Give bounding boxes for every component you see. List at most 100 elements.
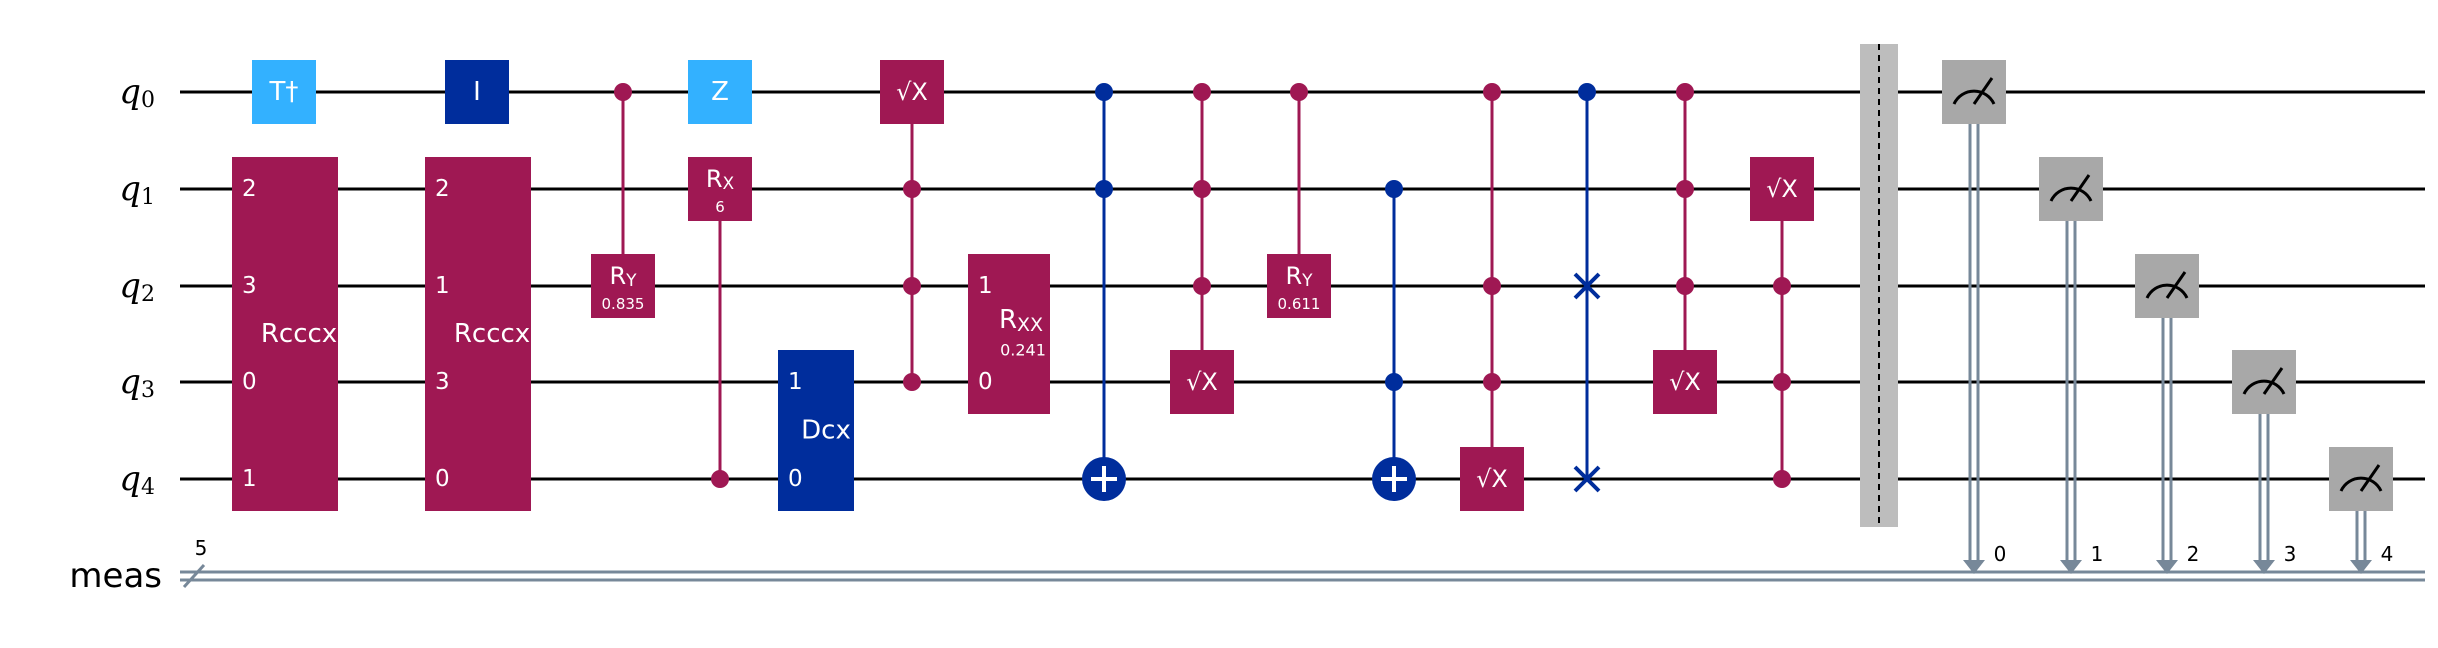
qubit-label-q3: q3	[119, 362, 155, 403]
cbit-index-label: 2	[2187, 542, 2200, 566]
cry-gate-1[interactable]: RY 0.835	[591, 83, 655, 318]
rcccx-gate-2[interactable]: 2 1 3 0 Rcccx	[425, 157, 531, 511]
swap-cross	[1573, 465, 1601, 493]
gate-pin-label: 2	[435, 176, 450, 202]
measure-arrow	[1963, 560, 1985, 574]
gate-pin-label: 1	[435, 273, 450, 299]
gate-label-text: Rcccx	[261, 319, 337, 349]
gate-box	[1653, 350, 1717, 414]
control-dot	[614, 83, 632, 101]
meter-needle-icon	[1972, 77, 1994, 105]
ccx-gate-2[interactable]	[1372, 180, 1416, 501]
control-dot	[1676, 277, 1694, 295]
register-size-label: 5	[195, 536, 208, 560]
control-dot	[1095, 83, 1113, 101]
z-gate[interactable]: Z	[688, 60, 752, 124]
gate-pin-label: 3	[242, 273, 257, 299]
gate-label-text: √X	[1766, 175, 1798, 203]
control-dot	[1483, 83, 1501, 101]
measure-q4[interactable]: 4	[2329, 447, 2393, 574]
mcsx-gate-2[interactable]: √X	[1170, 83, 1234, 414]
mcsx-gate-4[interactable]: √X	[1653, 83, 1717, 414]
gate-pin-label: 0	[978, 369, 993, 395]
gate-box	[1750, 157, 1814, 221]
cbit-index-label: 3	[2284, 542, 2297, 566]
measure-q3[interactable]: 3	[2232, 350, 2296, 574]
rcccx-gate-1[interactable]: 2 3 0 1 Rcccx	[232, 157, 338, 511]
control-dot	[1676, 83, 1694, 101]
control-dot	[1095, 180, 1113, 198]
gate-pin-label: 1	[978, 273, 993, 299]
gate-box	[688, 60, 752, 124]
gate-pin-label: 0	[788, 466, 803, 492]
gate-param-text: 6	[715, 198, 725, 216]
gate-pin-label: 1	[242, 466, 257, 492]
gate-param-text: 0.611	[1278, 295, 1321, 313]
gate-pin-label: 0	[435, 466, 450, 492]
gate-label-text: √X	[1186, 368, 1218, 396]
classical-register-label: meas	[69, 556, 162, 596]
gate-box	[425, 157, 531, 511]
control-dot	[1193, 83, 1211, 101]
barrier[interactable]	[1860, 44, 1898, 527]
measure-q1[interactable]: 1	[2039, 157, 2103, 574]
control-dot	[1385, 373, 1403, 391]
control-dot	[1773, 373, 1791, 391]
gate-pin-label: 1	[788, 369, 803, 395]
mcsx-gate-1[interactable]: √X	[880, 60, 944, 391]
meter-needle-icon	[2359, 464, 2381, 492]
cry-gate-2[interactable]: RY 0.611	[1267, 83, 1331, 318]
ccx-gate-1[interactable]	[1082, 83, 1126, 501]
control-dot	[1578, 83, 1596, 101]
gate-box	[1267, 254, 1331, 318]
control-dot	[1773, 470, 1791, 488]
control-dot	[1385, 180, 1403, 198]
gate-param-text: 0.835	[602, 295, 645, 313]
id-gate[interactable]: I	[445, 60, 509, 124]
gate-label-text: T†	[269, 77, 299, 107]
mcsx-gate-3[interactable]: √X	[1460, 83, 1524, 511]
gate-box	[968, 254, 1050, 414]
measure-q0[interactable]: 0	[1942, 60, 2006, 574]
dcx-gate[interactable]: 1 0 Dcx	[778, 350, 854, 511]
gates-layer: T†2301RcccxI2130RcccxRY0.835ZRX610Dcx√X1…	[232, 44, 2393, 574]
gate-label-text: I	[473, 77, 481, 107]
tdg-gate[interactable]: T†	[252, 60, 316, 124]
control-dot	[1290, 83, 1308, 101]
mcsx-gate-5[interactable]: √X	[1750, 157, 1814, 488]
measure-q2[interactable]: 2	[2135, 254, 2199, 574]
gate-box	[1170, 350, 1234, 414]
gate-label-text: RY	[609, 262, 637, 291]
gate-box	[688, 157, 752, 221]
rxx-gate[interactable]: 1 0 RXX 0.241	[968, 254, 1050, 414]
crx-gate[interactable]: RX 6	[688, 157, 752, 488]
meter-needle-icon	[2262, 367, 2284, 395]
gate-box	[445, 60, 509, 124]
gate-box	[880, 60, 944, 124]
gate-pin-label: 3	[435, 369, 450, 395]
control-dot	[903, 277, 921, 295]
gate-box	[232, 157, 338, 511]
control-dot	[1676, 180, 1694, 198]
gate-box	[252, 60, 316, 124]
gate-label-text: RY	[1285, 262, 1313, 291]
control-dot	[903, 180, 921, 198]
meter-icon	[2242, 379, 2286, 395]
measure-arrow	[2253, 560, 2275, 574]
cbit-index-label: 0	[1994, 542, 2007, 566]
qubit-label-q2: q2	[119, 266, 155, 307]
cswap-gate[interactable]	[1573, 83, 1601, 493]
gate-label-text: √X	[896, 78, 928, 106]
gate-label-text: RX	[706, 165, 735, 194]
control-dot	[1483, 277, 1501, 295]
control-dot	[903, 373, 921, 391]
gate-label-text: Rcccx	[454, 319, 530, 349]
gate-box	[591, 254, 655, 318]
control-dot	[1193, 180, 1211, 198]
control-dot	[1193, 277, 1211, 295]
register-slash	[182, 563, 206, 589]
measure-arrow	[2156, 560, 2178, 574]
gate-label-text: √X	[1669, 368, 1701, 396]
cbit-index-label: 4	[2381, 542, 2394, 566]
cbit-index-label: 1	[2091, 542, 2104, 566]
